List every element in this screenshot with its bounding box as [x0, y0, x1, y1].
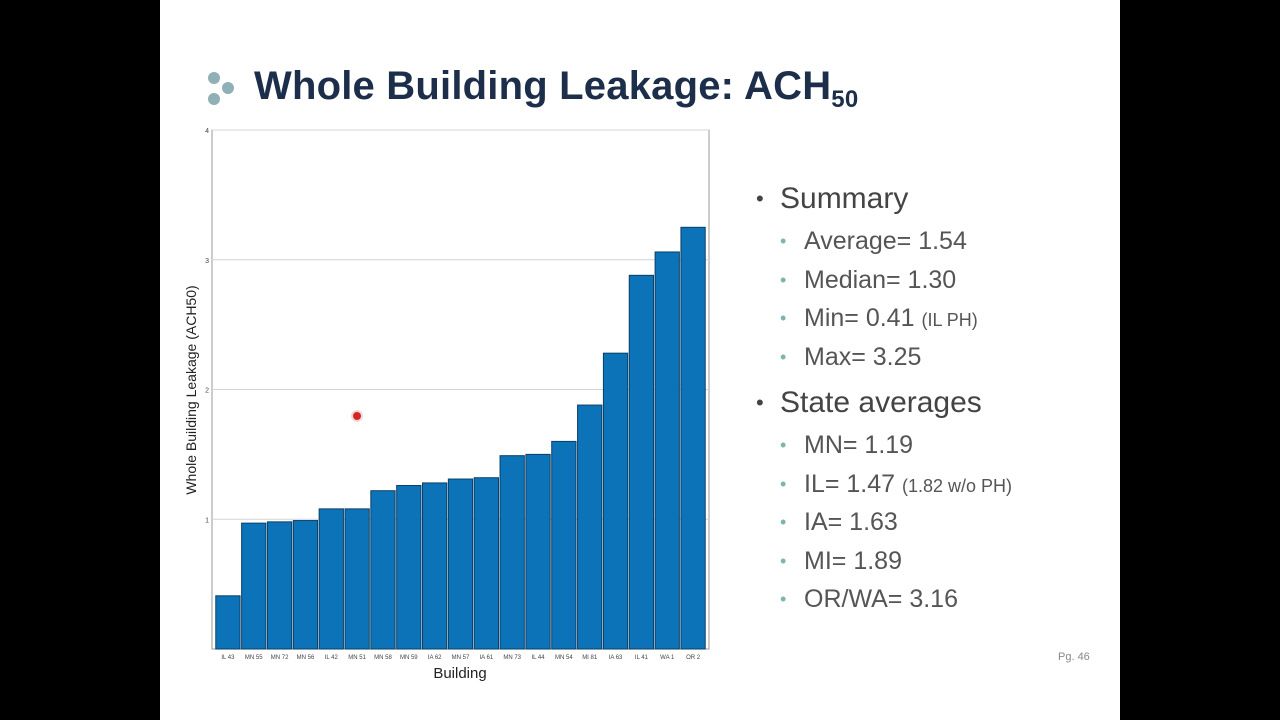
- state-average-item: • MN= 1.19: [756, 426, 1116, 465]
- x-tick-labels: IL 43 MN 55 MN 72 MN 56 IL 42 MN 51 MN 58 MN 59…: [221, 655, 700, 661]
- summary-item-note: (IL PH): [921, 310, 978, 330]
- x-tick-label: MI 81: [582, 655, 598, 661]
- bar: [292, 520, 319, 650]
- y-tick-label: 4: [205, 128, 209, 135]
- x-tick-label: IL 42: [325, 655, 339, 661]
- y-tick-label: 3: [205, 258, 209, 265]
- bullet-icon: •: [756, 390, 764, 415]
- bar: [215, 595, 241, 650]
- title-bullet-icon: [206, 72, 240, 106]
- x-axis-label: Building: [433, 665, 486, 682]
- x-tick-label: IL 44: [531, 655, 545, 661]
- x-tick-label: MN 51: [348, 655, 366, 661]
- bar: [422, 482, 448, 650]
- bullet-icon: •: [780, 473, 787, 494]
- x-tick-label: WA 1: [660, 655, 675, 661]
- y-axis-label: Whole Building Leakage (ACH50): [183, 285, 199, 494]
- page-number: Pg. 46: [1058, 651, 1090, 663]
- summary-item: • Average= 1.54: [756, 222, 1116, 261]
- bar-chart: 1 2 3 4 IL 43 MN 55 MN 72 MN 56 IL 42 MN 51 MN 58…: [183, 128, 710, 682]
- state-average-text: MN= 1.19: [804, 431, 914, 459]
- bullet-icon: •: [780, 550, 787, 571]
- bar: [602, 352, 629, 650]
- slide-title-text: Whole Building Leakage: ACH: [254, 64, 832, 108]
- bullet-icon: •: [780, 346, 787, 367]
- state-average-text: IL= 1.47: [804, 469, 896, 498]
- bars: [215, 226, 706, 650]
- bullet-icon: •: [780, 512, 787, 532]
- bar: [473, 477, 499, 650]
- slide: Whole Building Leakage: ACH50 1 2 3 4 IL 43…: [160, 0, 1120, 720]
- x-tick-label: IA 63: [609, 655, 623, 661]
- x-tick-label: MN 57: [452, 655, 470, 661]
- x-tick-label: MN 58: [374, 655, 392, 661]
- bullet-icon: •: [780, 308, 787, 328]
- x-tick-label: MN 73: [503, 655, 521, 661]
- bullet-icon: •: [756, 186, 764, 211]
- bar: [499, 455, 525, 650]
- bar: [577, 404, 603, 650]
- bullet-icon: •: [780, 589, 787, 609]
- bar: [680, 226, 706, 650]
- state-average-item: • IL= 1.47 (1.82 w/o PH): [756, 465, 1116, 504]
- bullet-icon: •: [780, 435, 787, 455]
- y-tick-label: 2: [205, 388, 209, 395]
- state-average-item: • IA= 1.63: [756, 503, 1116, 542]
- state-averages-heading-item: • State averages: [756, 380, 1116, 426]
- x-tick-label: IL 43: [221, 655, 235, 661]
- summary-item-text: Average= 1.54: [804, 227, 967, 255]
- bar: [447, 478, 474, 650]
- bullet-icon: •: [780, 269, 787, 290]
- x-tick-label: IL 41: [635, 655, 649, 661]
- bullet-icon: •: [780, 231, 787, 251]
- bar: [525, 453, 551, 650]
- bar: [654, 251, 680, 650]
- y-tick-label: 1: [205, 517, 209, 524]
- x-tick-label: IA 62: [428, 655, 442, 661]
- state-averages-heading: State averages: [780, 386, 982, 419]
- summary-item: • Min= 0.41 (IL PH): [756, 299, 1116, 338]
- bar: [370, 490, 396, 650]
- summary-item: • Median= 1.30: [756, 261, 1116, 300]
- bar: [396, 485, 422, 650]
- state-average-text: MI= 1.89: [804, 546, 902, 575]
- x-tick-label: MN 56: [297, 655, 315, 661]
- state-average-text: OR/WA= 3.16: [804, 585, 958, 613]
- slide-title: Whole Building Leakage: ACH50: [254, 64, 858, 114]
- y-tick-labels: 1 2 3 4: [205, 128, 209, 524]
- summary-item-text: Min= 0.41: [804, 304, 915, 332]
- x-tick-label: MN 59: [400, 655, 418, 661]
- summary-heading: Summary: [780, 182, 909, 215]
- state-average-note: (1.82 w/o PH): [902, 475, 1013, 496]
- slide-title-subscript: 50: [831, 86, 859, 113]
- x-tick-label: MN 55: [245, 655, 263, 661]
- bar: [241, 522, 267, 650]
- summary-item-text: Max= 3.25: [804, 342, 922, 371]
- bar: [628, 274, 655, 650]
- summary-item: • Max= 3.25: [756, 338, 1116, 377]
- cursor-pointer-icon: [351, 410, 363, 422]
- state-average-text: IA= 1.63: [804, 508, 898, 536]
- summary-bullets: • Summary • Average= 1.54 • Median= 1.30 •…: [756, 176, 1116, 619]
- x-tick-label: IA 61: [479, 655, 493, 661]
- state-average-item: • MI= 1.89: [756, 542, 1116, 581]
- bar: [318, 508, 344, 650]
- x-tick-label: MN 54: [555, 655, 573, 661]
- bar: [266, 521, 293, 650]
- bar: [551, 440, 577, 650]
- summary-heading-item: • Summary: [756, 176, 1116, 222]
- bar: [344, 508, 370, 650]
- state-average-item: • OR/WA= 3.16: [756, 580, 1116, 619]
- summary-item-text: Median= 1.30: [804, 265, 957, 294]
- x-tick-label: OR 2: [686, 655, 701, 661]
- x-tick-label: MN 72: [271, 655, 289, 661]
